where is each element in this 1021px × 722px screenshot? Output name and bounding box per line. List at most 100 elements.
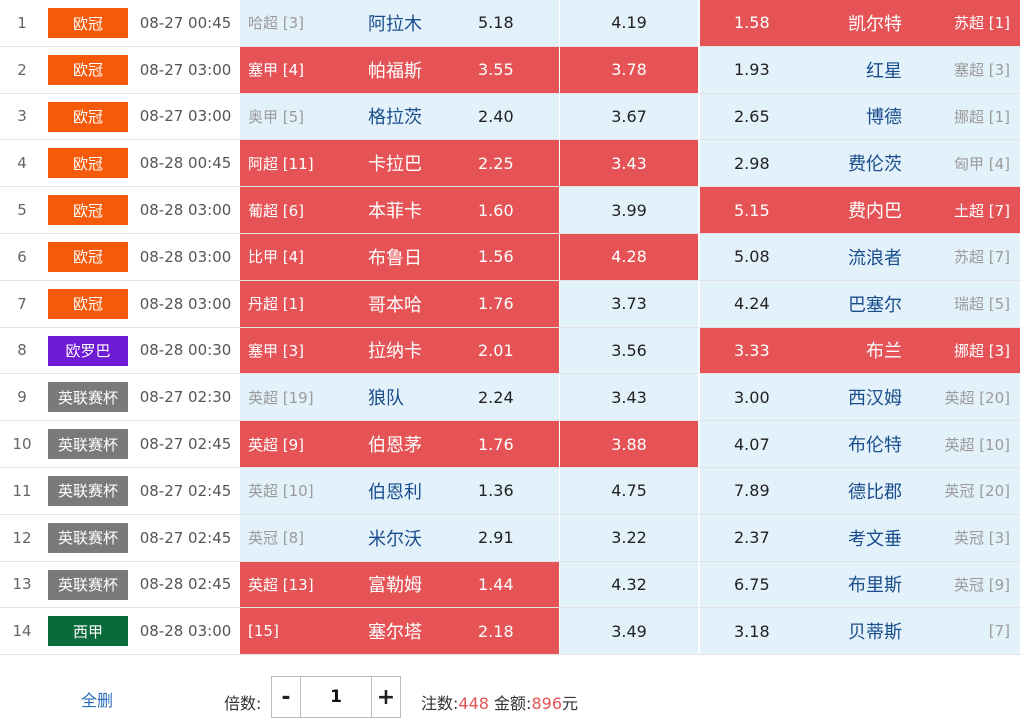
- match-row: 5 欧冠 08-28 03:00 葡超 [6] 本菲卡 1.60 3.99 5.15 费内巴 土超…: [0, 187, 1021, 234]
- away-win-odds: 1.58: [734, 13, 770, 33]
- home-win-odds: 2.91: [478, 528, 514, 548]
- away-win-option[interactable]: 2.65 博德 挪超 [1]: [700, 93, 1020, 140]
- draw-option[interactable]: 3.43: [560, 374, 698, 421]
- draw-option[interactable]: 3.22: [560, 514, 698, 561]
- match-time: 08-27 03:00: [139, 107, 232, 126]
- home-win-option[interactable]: 阿超 [11] 卡拉巴 2.25: [240, 140, 559, 187]
- away-team: 考文垂: [848, 528, 902, 550]
- away-league-rank: 英冠 [9]: [953, 575, 1010, 594]
- draw-option[interactable]: 4.19: [560, 0, 698, 46]
- home-win-option[interactable]: 葡超 [6] 本菲卡 1.60: [240, 187, 559, 233]
- away-win-option[interactable]: 3.33 布兰 挪超 [3]: [700, 327, 1020, 374]
- away-win-option[interactable]: 2.98 费伦茨 匈甲 [4]: [700, 140, 1020, 187]
- away-win-odds: 3.00: [734, 387, 770, 407]
- match-number: 6: [17, 247, 27, 266]
- home-win-option[interactable]: 丹超 [1] 哥本哈 1.76: [240, 280, 559, 327]
- match-number: 10: [12, 435, 32, 454]
- league-badge: 欧冠: [48, 241, 128, 272]
- home-win-odds: 1.76: [478, 434, 514, 454]
- home-team: 狼队: [368, 388, 404, 410]
- away-team: 贝蒂斯: [848, 622, 902, 644]
- home-win-option[interactable]: 奥甲 [5] 格拉茨 2.40: [240, 93, 559, 140]
- draw-option[interactable]: 3.49: [560, 608, 698, 655]
- home-win-option[interactable]: 英超 [10] 伯恩利 1.36: [240, 467, 559, 514]
- draw-option[interactable]: 4.32: [560, 561, 698, 608]
- match-number: 5: [17, 201, 27, 220]
- draw-option[interactable]: 3.78: [560, 46, 698, 93]
- home-win-option[interactable]: 哈超 [3] 阿拉木 5.18: [240, 0, 559, 46]
- away-win-option[interactable]: 2.37 考文垂 英冠 [3]: [700, 514, 1020, 561]
- draw-odds: 3.43: [611, 387, 647, 407]
- home-league-rank: [15]: [248, 622, 279, 641]
- home-win-odds: 3.55: [478, 60, 514, 80]
- match-number: 12: [12, 528, 32, 547]
- draw-option[interactable]: 3.56: [560, 327, 698, 374]
- draw-option[interactable]: 4.28: [560, 233, 698, 280]
- draw-odds: 3.67: [611, 106, 647, 126]
- match-time: 08-28 03:00: [139, 247, 232, 266]
- match-time: 08-27 00:45: [139, 13, 232, 32]
- multiplier-input[interactable]: 1: [330, 687, 342, 707]
- away-win-option[interactable]: 4.24 巴塞尔 瑞超 [5]: [700, 280, 1020, 327]
- home-win-option[interactable]: 英超 [13] 富勒姆 1.44: [240, 561, 559, 608]
- home-league-rank: 英超 [13]: [248, 575, 314, 594]
- away-win-odds: 1.93: [734, 60, 770, 80]
- home-win-option[interactable]: 英超 [9] 伯恩茅 1.76: [240, 421, 559, 467]
- away-win-option[interactable]: 5.15 费内巴 土超 [7]: [700, 187, 1020, 233]
- league-badge: 西甲: [48, 616, 128, 647]
- away-win-option[interactable]: 3.00 西汉姆 英超 [20]: [700, 374, 1020, 421]
- away-win-odds: 6.75: [734, 574, 770, 594]
- away-win-option[interactable]: 7.89 德比郡 英冠 [20]: [700, 467, 1020, 514]
- away-win-option[interactable]: 1.58 凯尔特 苏超 [1]: [700, 0, 1020, 46]
- home-win-option[interactable]: 英超 [19] 狼队 2.24: [240, 374, 559, 421]
- home-win-odds: 2.24: [478, 387, 514, 407]
- decrease-multiplier-button[interactable]: -: [272, 677, 301, 717]
- match-time: 08-28 00:30: [139, 341, 232, 360]
- home-league-rank: 哈超 [3]: [248, 14, 305, 33]
- draw-option[interactable]: 3.73: [560, 280, 698, 327]
- home-win-option[interactable]: 塞甲 [3] 拉纳卡 2.01: [240, 327, 559, 374]
- away-league-rank: 瑞超 [5]: [953, 295, 1010, 314]
- match-row: 12 英联赛杯 08-27 02:45 英冠 [8] 米尔沃 2.91 3.22 2.37 考文…: [0, 514, 1021, 562]
- draw-option[interactable]: 3.43: [560, 140, 698, 187]
- draw-option[interactable]: 3.88: [560, 421, 698, 467]
- home-win-option[interactable]: [15] 塞尔塔 2.18: [240, 608, 559, 655]
- draw-option[interactable]: 3.67: [560, 93, 698, 140]
- home-win-option[interactable]: 比甲 [4] 布鲁日 1.56: [240, 233, 559, 280]
- away-win-option[interactable]: 4.07 布伦特 英超 [10]: [700, 421, 1020, 467]
- draw-odds: 4.28: [611, 247, 647, 267]
- draw-option[interactable]: 4.75: [560, 467, 698, 514]
- away-team: 巴塞尔: [848, 294, 902, 316]
- match-number: 11: [12, 481, 32, 500]
- match-time: 08-28 03:00: [139, 294, 232, 313]
- draw-odds: 3.56: [611, 340, 647, 360]
- home-team: 卡拉巴: [368, 154, 422, 176]
- away-win-option[interactable]: 1.93 红星 塞超 [3]: [700, 46, 1020, 93]
- away-league-rank: 英冠 [20]: [944, 482, 1010, 501]
- away-league-rank: 苏超 [7]: [953, 248, 1010, 267]
- multiplier-label: 倍数:: [224, 694, 262, 713]
- draw-option[interactable]: 3.99: [560, 187, 698, 233]
- away-win-odds: 2.65: [734, 106, 770, 126]
- away-team: 流浪者: [848, 247, 902, 269]
- match-row: 11 英联赛杯 08-27 02:45 英超 [10] 伯恩利 1.36 4.75 7.89 德…: [0, 467, 1021, 515]
- away-win-option[interactable]: 6.75 布里斯 英冠 [9]: [700, 561, 1020, 608]
- match-number: 13: [12, 575, 32, 594]
- league-badge: 欧冠: [48, 54, 128, 85]
- away-league-rank: 英超 [20]: [944, 388, 1010, 407]
- draw-odds: 4.75: [611, 481, 647, 501]
- away-win-odds: 4.24: [734, 294, 770, 314]
- match-time: 08-28 00:45: [139, 154, 232, 173]
- home-league-rank: 塞甲 [4]: [248, 61, 305, 80]
- away-win-option[interactable]: 3.18 贝蒂斯 [7]: [700, 608, 1020, 655]
- away-team: 布里斯: [848, 575, 902, 597]
- clear-all-link[interactable]: 全删: [81, 691, 114, 710]
- match-time: 08-27 02:45: [139, 481, 232, 500]
- away-win-option[interactable]: 5.08 流浪者 苏超 [7]: [700, 233, 1020, 280]
- increase-multiplier-button[interactable]: +: [371, 677, 400, 717]
- match-number: 2: [17, 60, 27, 79]
- home-win-option[interactable]: 塞甲 [4] 帕福斯 3.55: [240, 46, 559, 93]
- home-win-option[interactable]: 英冠 [8] 米尔沃 2.91: [240, 514, 559, 561]
- bet-footer: [0, 656, 1021, 722]
- home-team: 哥本哈: [368, 294, 422, 316]
